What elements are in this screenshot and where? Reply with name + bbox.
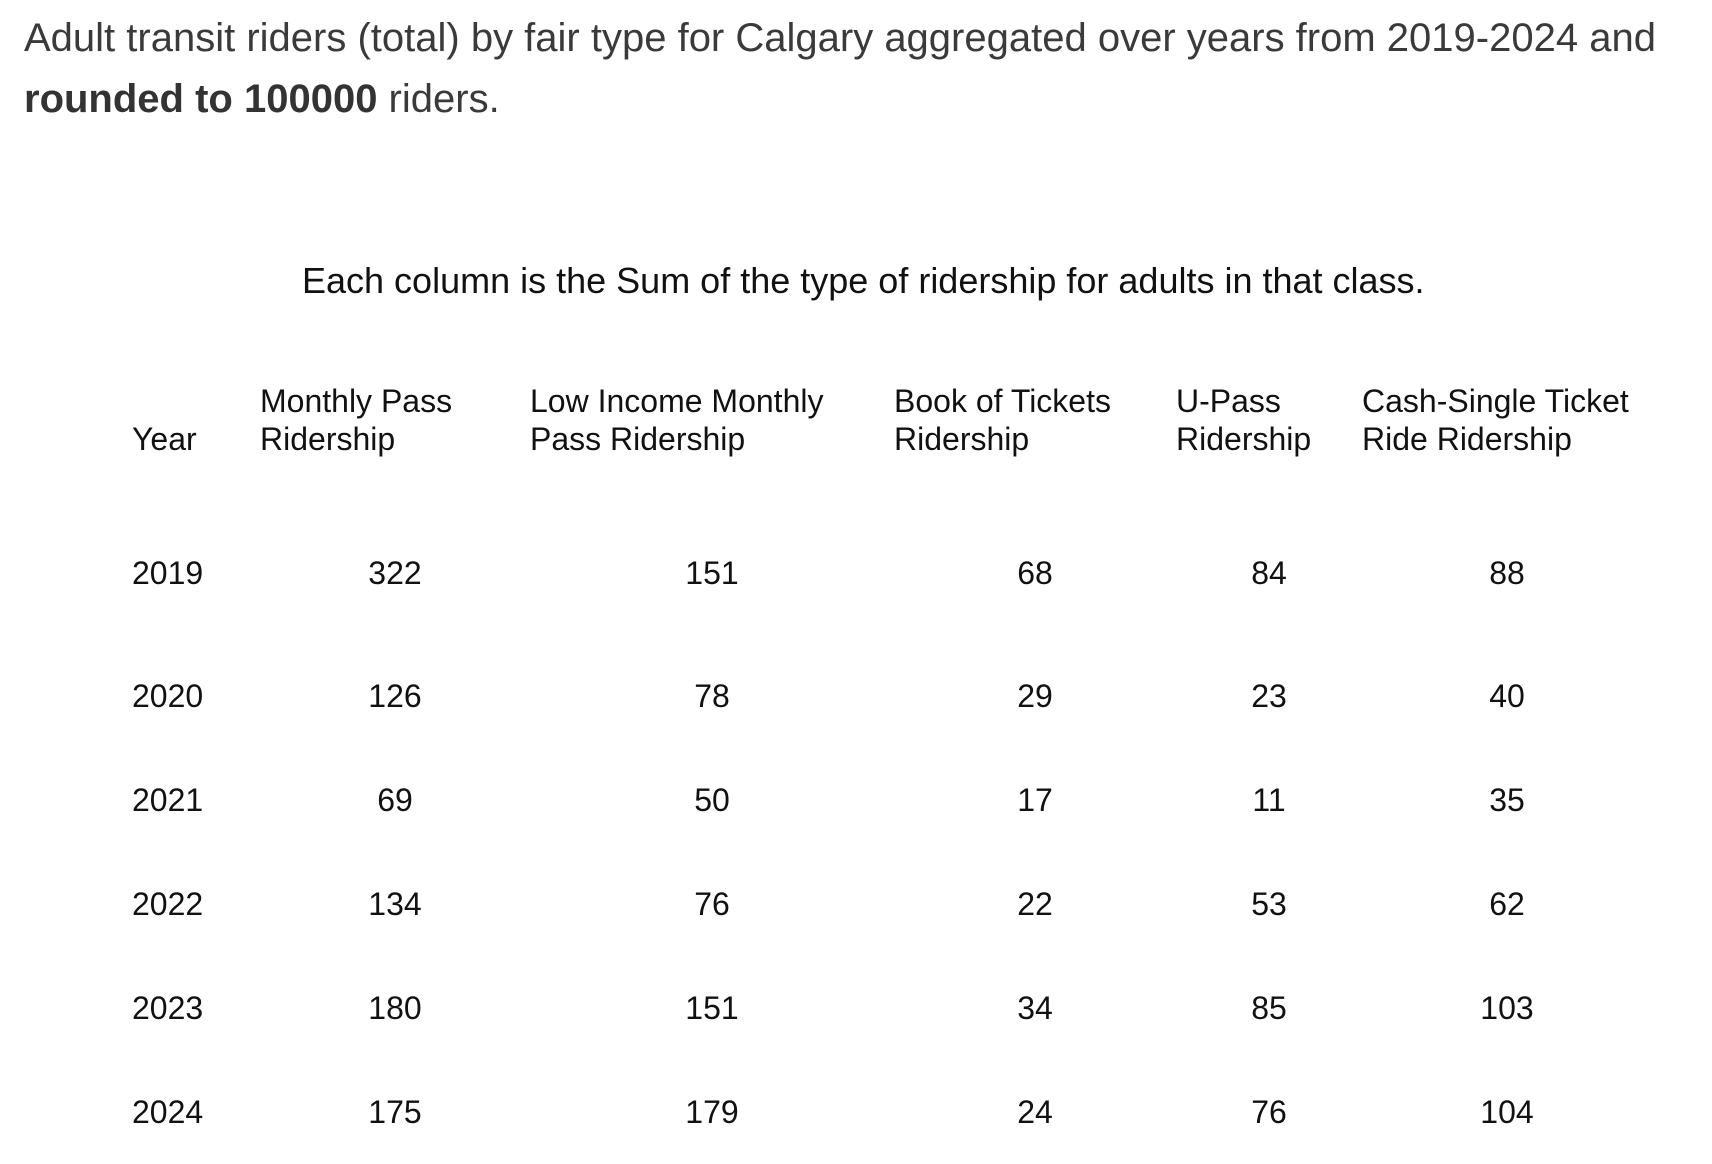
value-cell-monthly-pass: 322 xyxy=(368,555,422,591)
value-cell-low-income-monthly-pass: 76 xyxy=(694,886,730,922)
column-header-u-pass: U-Pass Ridership xyxy=(1176,368,1362,464)
table-header-row: Year Monthly Pass Ridership Low Income Mont… xyxy=(132,368,1652,464)
value-cell-low-income-monthly-pass: 50 xyxy=(694,782,730,818)
year-cell: 2023 xyxy=(132,990,204,1026)
table-row: 2020 126 78 29 23 40 xyxy=(132,644,1652,748)
column-header-line: Ridership xyxy=(260,421,396,457)
year-cell: 2020 xyxy=(132,678,204,714)
year-cell: 2024 xyxy=(132,1094,204,1130)
column-header-cash-single-ticket: Cash-Single Ticket Ride Ridership xyxy=(1362,368,1652,464)
column-header-book-of-tickets: Book of Tickets Ridership xyxy=(894,368,1176,464)
table-row: 2024 175 179 24 76 104 xyxy=(132,1060,1652,1164)
value-cell-u-pass: 85 xyxy=(1251,990,1287,1026)
value-cell-monthly-pass: 175 xyxy=(368,1094,422,1130)
value-cell-low-income-monthly-pass: 179 xyxy=(685,1094,739,1130)
column-header-line: Monthly Pass xyxy=(260,383,453,419)
table-row: 2021 69 50 17 11 35 xyxy=(132,748,1652,852)
table-row: 2019 322 151 68 84 88 xyxy=(132,464,1652,644)
value-cell-monthly-pass: 134 xyxy=(368,886,422,922)
value-cell-u-pass: 84 xyxy=(1251,555,1287,591)
table-row: 2023 180 151 34 85 103 xyxy=(132,956,1652,1060)
column-header-line: Year xyxy=(132,421,197,457)
column-header-line: Cash-Single Ticket xyxy=(1362,383,1629,419)
column-header-line: Ridership xyxy=(894,421,1030,457)
value-cell-low-income-monthly-pass: 151 xyxy=(685,990,739,1026)
value-cell-u-pass: 11 xyxy=(1252,782,1286,818)
value-cell-low-income-monthly-pass: 78 xyxy=(694,678,730,714)
value-cell-cash-single-ticket: 88 xyxy=(1489,555,1525,591)
year-cell: 2022 xyxy=(132,886,204,922)
value-cell-u-pass: 76 xyxy=(1251,1094,1287,1130)
table-row: 2022 134 76 22 53 62 xyxy=(132,852,1652,956)
title-text-part1: Adult transit riders (total) by fair typ… xyxy=(24,16,1656,60)
title-text-part2: riders. xyxy=(377,77,500,121)
value-cell-monthly-pass: 126 xyxy=(368,678,422,714)
table-caption: Each column is the Sum of the type of ri… xyxy=(302,260,1425,301)
column-header-line: Pass Ridership xyxy=(530,421,746,457)
column-header-line: Book of Tickets xyxy=(894,383,1111,419)
column-header-low-income-monthly-pass: Low Income Monthly Pass Ridership xyxy=(530,368,894,464)
value-cell-monthly-pass: 69 xyxy=(377,782,413,818)
ridership-table: Year Monthly Pass Ridership Low Income Mont… xyxy=(132,368,1652,1164)
value-cell-u-pass: 53 xyxy=(1251,886,1287,922)
column-header-line: Ride Ridership xyxy=(1362,421,1572,457)
column-header-monthly-pass: Monthly Pass Ridership xyxy=(260,368,530,464)
column-header-year: Year xyxy=(132,368,260,464)
value-cell-cash-single-ticket: 35 xyxy=(1489,782,1525,818)
value-cell-low-income-monthly-pass: 151 xyxy=(685,555,739,591)
column-header-line: Ridership xyxy=(1176,421,1312,457)
page-title: Adult transit riders (total) by fair typ… xyxy=(24,8,1694,130)
value-cell-book-of-tickets: 29 xyxy=(1017,678,1053,714)
value-cell-book-of-tickets: 22 xyxy=(1017,886,1053,922)
value-cell-cash-single-ticket: 40 xyxy=(1489,678,1525,714)
column-header-line: Low Income Monthly xyxy=(530,383,824,419)
year-cell: 2019 xyxy=(132,555,204,591)
value-cell-u-pass: 23 xyxy=(1251,678,1287,714)
value-cell-cash-single-ticket: 104 xyxy=(1480,1094,1534,1130)
value-cell-book-of-tickets: 68 xyxy=(1017,555,1053,591)
column-header-line: U-Pass xyxy=(1176,383,1281,419)
value-cell-book-of-tickets: 24 xyxy=(1017,1094,1053,1130)
table-body: 2019 322 151 68 84 88 2020 126 78 29 23 40 2021 69 50 1… xyxy=(132,464,1652,1164)
title-text-bold: rounded to 100000 xyxy=(24,77,378,121)
year-cell: 2021 xyxy=(132,782,204,818)
value-cell-monthly-pass: 180 xyxy=(368,990,422,1026)
value-cell-book-of-tickets: 17 xyxy=(1017,782,1053,818)
value-cell-cash-single-ticket: 103 xyxy=(1480,990,1534,1026)
value-cell-book-of-tickets: 34 xyxy=(1017,990,1053,1026)
value-cell-cash-single-ticket: 62 xyxy=(1489,886,1525,922)
